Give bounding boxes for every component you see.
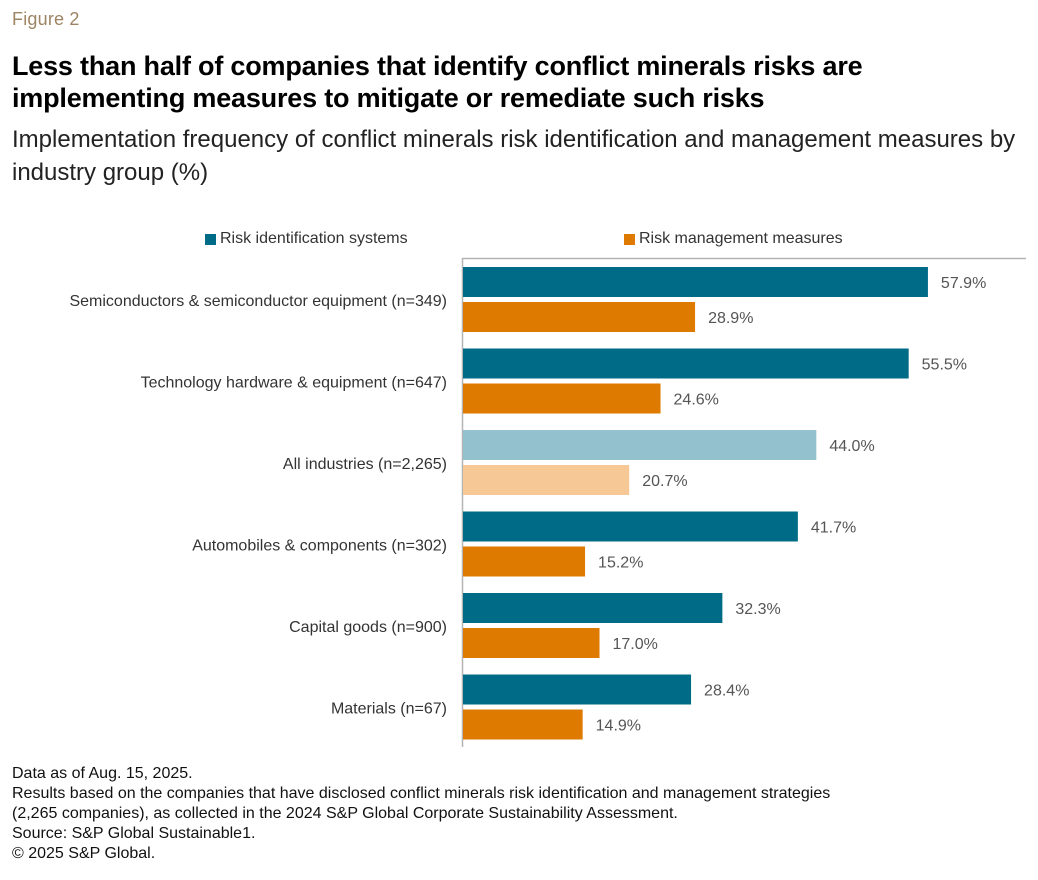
bar-management: [463, 628, 600, 658]
bar-identification: [463, 348, 909, 379]
chart-title: Less than half of companies that identif…: [12, 51, 863, 113]
value-label-management: 20.7%: [642, 473, 687, 490]
note-date: Data as of Aug. 15, 2025.: [12, 765, 193, 782]
category-label: Materials (n=67): [331, 701, 447, 718]
bar-management: [463, 383, 661, 414]
legend-label-identification: Risk identification systems: [220, 230, 408, 247]
value-label-management: 17.0%: [613, 636, 658, 653]
category-label: Semiconductors & semiconductor equipment…: [69, 293, 447, 310]
category-label: Technology hardware & equipment (n=647): [141, 375, 447, 392]
value-label-management: 24.6%: [674, 392, 719, 409]
value-label-management: 28.9%: [708, 310, 753, 327]
bar-identification: [463, 267, 928, 297]
chart-subtitle: Implementation frequency of conflict min…: [12, 126, 1016, 186]
legend-item-identification: Risk identification systems: [205, 230, 408, 248]
bar-management: [463, 709, 583, 740]
bar-identification: [463, 674, 692, 705]
legend-swatch-identification: [205, 233, 216, 245]
note-methodology-1: Results based on the companies that have…: [12, 785, 831, 802]
bar-identification: [463, 511, 798, 542]
legend-item-management: Risk management measures: [624, 230, 843, 248]
note-source: Source: S&P Global Sustainable1.: [12, 825, 256, 842]
category-label: All industries (n=2,265): [283, 456, 447, 473]
note-copyright: © 2025 S&P Global.: [12, 845, 156, 862]
figure-label: Figure 2: [12, 9, 80, 29]
bar-management: [463, 546, 586, 577]
category-label: Automobiles & components (n=302): [192, 538, 447, 555]
legend-swatch-management: [624, 233, 635, 245]
value-label-identification: 28.4%: [704, 683, 749, 700]
note-methodology-2: (2,265 companies), as collected in the 2…: [12, 805, 678, 822]
value-label-identification: 57.9%: [941, 275, 986, 292]
value-label-identification: 41.7%: [811, 520, 856, 537]
bar-identification: [463, 593, 723, 623]
value-label-identification: 44.0%: [829, 438, 874, 455]
bar-management: [463, 465, 630, 495]
value-label-management: 15.2%: [598, 555, 643, 572]
value-label-identification: 32.3%: [735, 601, 780, 618]
value-label-management: 14.9%: [596, 718, 641, 735]
legend-label-management: Risk management measures: [639, 230, 843, 247]
category-label: Capital goods (n=900): [289, 619, 447, 636]
chart-notes: Data as of Aug. 15, 2025. Results based …: [12, 764, 1032, 864]
bar-identification: [463, 430, 817, 460]
value-label-identification: 55.5%: [922, 357, 967, 374]
bar-management: [463, 302, 696, 332]
